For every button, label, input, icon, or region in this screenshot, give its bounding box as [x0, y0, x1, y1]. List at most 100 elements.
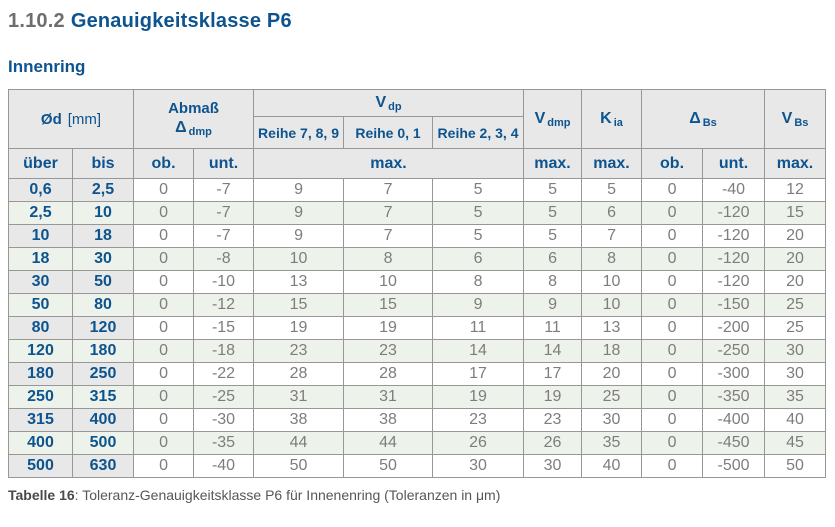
table-body: 0,6 2,5 0 -7 9 7 5 5 5 0 -40 12 2,5 10 0… [8, 178, 827, 478]
cell-dbs-ob: 0 [641, 454, 704, 478]
cell-bis: 30 [71, 247, 135, 271]
cell-vdp-reihe01: 28 [343, 362, 434, 386]
cell-vdp-reihe01: 8 [343, 247, 434, 271]
col-max-kia: max. [581, 148, 643, 179]
table-row: 315 400 0 -30 38 38 23 23 30 0 -400 40 [8, 408, 827, 432]
cell-vbs-max: 45 [764, 431, 827, 455]
cell-vdmp-max: 26 [523, 431, 583, 455]
cell-abmass-unt: -40 [193, 454, 255, 478]
abmass-label: Abmaß [168, 100, 219, 117]
cell-ueber: 120 [8, 339, 73, 363]
caption-text: : Toleranz-Genauigkeitsklasse P6 für Inn… [74, 487, 501, 503]
od-unit: [mm] [67, 110, 102, 128]
cell-vdp-reihe234: 14 [432, 339, 525, 363]
col-max-vdmp: max. [523, 148, 583, 179]
col-ob-dbs: ob. [641, 148, 704, 179]
header-reihe-row: Reihe 7, 8, 9 Reihe 0, 1 Reihe 2, 3, 4 [9, 116, 826, 149]
cell-ueber: 180 [8, 362, 73, 386]
col-unt-dbs: unt. [702, 148, 766, 179]
cell-dbs-ob: 0 [641, 385, 704, 409]
cell-abmass-ob: 0 [133, 201, 195, 225]
cell-vdmp-max: 8 [523, 270, 583, 294]
cell-vdmp-max: 5 [523, 201, 583, 225]
col-bis: bis [71, 148, 135, 179]
cell-ueber: 400 [8, 431, 73, 455]
cell-kia-max: 20 [581, 362, 643, 386]
cell-bis: 2,5 [71, 178, 135, 202]
cell-abmass-unt: -7 [193, 178, 255, 202]
table-row: 18 30 0 -8 10 8 6 6 8 0 -120 20 [8, 247, 827, 271]
cell-vdp-reihe789: 28 [253, 362, 345, 386]
cell-abmass-ob: 0 [133, 385, 195, 409]
cell-vdp-reihe234: 17 [432, 362, 525, 386]
cell-vdp-reihe789: 13 [253, 270, 345, 294]
table-row: 250 315 0 -25 31 31 19 19 25 0 -350 35 [8, 385, 827, 409]
cell-dbs-ob: 0 [641, 201, 704, 225]
cell-vdp-reihe01: 15 [343, 293, 434, 317]
cell-bis: 80 [71, 293, 135, 317]
cell-abmass-ob: 0 [133, 247, 195, 271]
page-title: 1.10.2 Genauigkeitsklasse P6 [8, 10, 827, 33]
cell-dbs-unt: -120 [702, 224, 766, 248]
cell-vdp-reihe234: 5 [432, 201, 525, 225]
cell-dbs-unt: -150 [702, 293, 766, 317]
table-row: 120 180 0 -18 23 23 14 14 18 0 -250 30 [8, 339, 827, 363]
cell-bis: 500 [71, 431, 135, 455]
cell-vdmp-max: 5 [523, 178, 583, 202]
cell-vbs-max: 30 [764, 339, 827, 363]
cell-abmass-ob: 0 [133, 270, 195, 294]
cell-kia-max: 13 [581, 316, 643, 340]
cell-kia-max: 8 [581, 247, 643, 271]
cell-kia-max: 5 [581, 178, 643, 202]
vdp-subscript: dp [388, 101, 402, 113]
col-group-vbs: V Bs [764, 89, 827, 149]
cell-vdmp-max: 17 [523, 362, 583, 386]
cell-vbs-max: 25 [764, 316, 827, 340]
cell-kia-max: 40 [581, 454, 643, 478]
cell-vdp-reihe01: 10 [343, 270, 434, 294]
cell-vdp-reihe789: 15 [253, 293, 345, 317]
cell-vdp-reihe789: 50 [253, 454, 345, 478]
cell-vdp-reihe234: 11 [432, 316, 525, 340]
cell-vbs-max: 15 [764, 201, 827, 225]
vdmp-subscript: dmp [547, 117, 571, 129]
cell-dbs-unt: -120 [702, 201, 766, 225]
cell-vdp-reihe234: 26 [432, 431, 525, 455]
col-reihe-789: Reihe 7, 8, 9 [253, 116, 345, 149]
cell-dbs-ob: 0 [641, 293, 704, 317]
cell-kia-max: 30 [581, 408, 643, 432]
kia-symbol: K [600, 110, 612, 127]
col-group-dbs: Δ Bs [641, 89, 766, 149]
cell-vbs-max: 20 [764, 247, 827, 271]
cell-abmass-ob: 0 [133, 362, 195, 386]
table-row: 0,6 2,5 0 -7 9 7 5 5 5 0 -40 12 [8, 178, 827, 202]
cell-bis: 180 [71, 339, 135, 363]
cell-ueber: 0,6 [8, 178, 73, 202]
col-max-vdp: max. [253, 148, 525, 179]
cell-abmass-unt: -12 [193, 293, 255, 317]
vbs-symbol: V [781, 110, 793, 127]
cell-dbs-unt: -450 [702, 431, 766, 455]
cell-abmass-ob: 0 [133, 316, 195, 340]
cell-dbs-unt: -400 [702, 408, 766, 432]
cell-abmass-unt: -35 [193, 431, 255, 455]
cell-vdp-reihe234: 23 [432, 408, 525, 432]
cell-vdp-reihe789: 9 [253, 178, 345, 202]
col-max-vbs: max. [764, 148, 827, 179]
table-row: 30 50 0 -10 13 10 8 8 10 0 -120 20 [8, 270, 827, 294]
vdmp-symbol: V [534, 110, 546, 127]
cell-ueber: 250 [8, 385, 73, 409]
od-symbol: Ød [40, 110, 62, 128]
cell-vdp-reihe789: 31 [253, 385, 345, 409]
cell-dbs-unt: -40 [702, 178, 766, 202]
cell-vdp-reihe01: 44 [343, 431, 434, 455]
col-ob-abmass: ob. [133, 148, 195, 179]
cell-abmass-unt: -8 [193, 247, 255, 271]
cell-vbs-max: 50 [764, 454, 827, 478]
cell-abmass-unt: -7 [193, 201, 255, 225]
cell-vdp-reihe01: 38 [343, 408, 434, 432]
vdp-symbol: V [375, 94, 387, 111]
header-sub-row: über bis ob. unt. max. max. max. ob. unt… [8, 148, 827, 179]
